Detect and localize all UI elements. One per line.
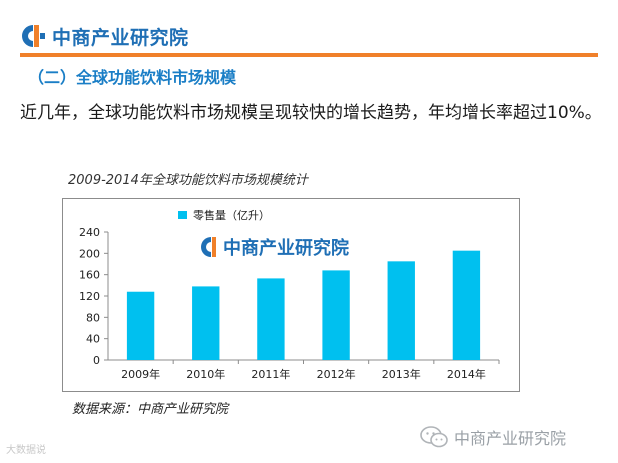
header-logo: 中商产业研究院 — [20, 20, 189, 52]
y-tick-label: 120 — [79, 290, 100, 303]
chart-canvas: 0 40 80 120 160 200 240 中商产业研究院 零售量（亿升） 2009年 2010… — [79, 208, 500, 381]
lead-paragraph: 近几年，全球功能饮料市场规模呈现较快的增长趋势，年均增长率超过10%。 — [20, 103, 602, 123]
footer-brand: 中商产业研究院 — [420, 425, 566, 449]
x-tick-label: 2013年 — [382, 367, 421, 381]
y-tick-label: 0 — [93, 354, 100, 367]
wechat-icon — [420, 426, 448, 448]
bottom-left-watermark: 大数据说 — [6, 445, 46, 456]
y-tick-label: 40 — [86, 333, 100, 346]
y-tick-label: 80 — [86, 311, 100, 324]
bar-2014年 — [452, 250, 481, 360]
y-tick-label: 160 — [79, 269, 100, 282]
bar-2010年 — [192, 286, 220, 360]
bar-2009年 — [126, 291, 155, 360]
chart-watermark-text: 中商产业研究院 — [223, 237, 349, 259]
bar-2012年 — [322, 270, 350, 360]
bar-2011年 — [257, 278, 285, 360]
chart-caption: 2009-2014年全球功能饮料市场规模统计 — [68, 173, 308, 188]
brand-name: 中商产业研究院 — [52, 26, 189, 49]
legend-swatch — [178, 211, 187, 219]
source-note: 数据来源：中商产业研究院 — [72, 402, 229, 417]
chart-watermark-logo-bar — [212, 237, 216, 257]
footer-brand-name: 中商产业研究院 — [454, 429, 567, 448]
x-tick-label: 2009年 — [121, 367, 160, 381]
section-title: （二）全球功能饮料市场规模 — [28, 68, 237, 87]
header-divider — [20, 53, 598, 57]
x-tick-label: 2012年 — [317, 367, 356, 381]
y-tick-label: 200 — [79, 247, 100, 260]
bar-chart: 0 40 80 120 160 200 240 中商产业研究院 零售量（亿升） 2009年 2010… — [62, 198, 520, 392]
chart-watermark-logo-icon — [201, 237, 211, 257]
y-tick-label: 240 — [79, 226, 100, 239]
x-tick-label: 2014年 — [447, 367, 486, 381]
chart-watermark: 中商产业研究院 — [201, 237, 349, 259]
x-tick-label: 2010年 — [186, 367, 225, 381]
brand-logo-icon — [22, 25, 45, 47]
bar-2013年 — [387, 261, 415, 360]
x-tick-label: 2011年 — [251, 367, 290, 381]
legend-label: 零售量（亿升） — [193, 208, 270, 222]
